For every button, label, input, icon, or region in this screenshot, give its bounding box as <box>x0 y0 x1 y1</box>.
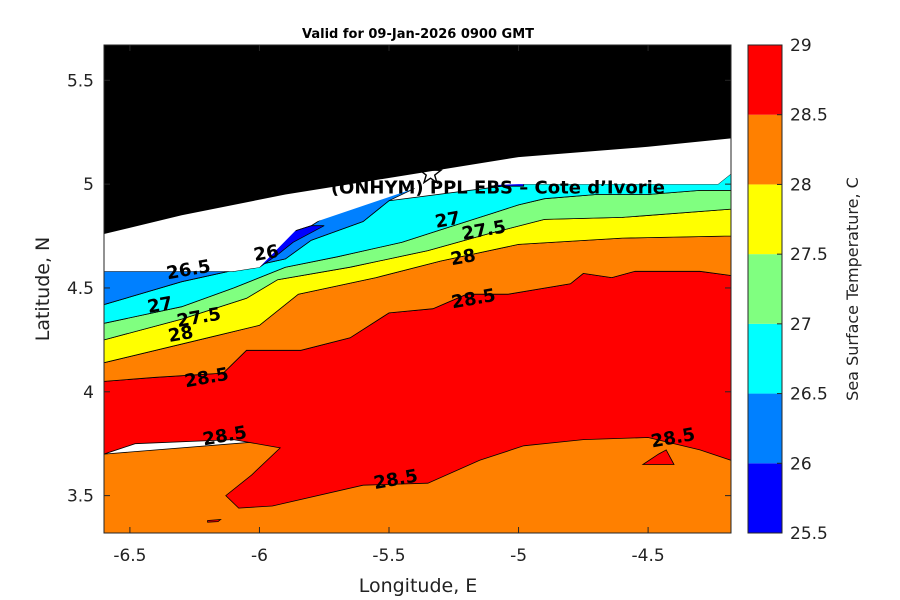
contour-label: 26 <box>252 241 280 266</box>
colorbar-tick-label: 28 <box>790 175 812 195</box>
contour-label: 27 <box>146 293 174 318</box>
star-icon <box>418 160 443 185</box>
x-tick-label: -4.5 <box>632 546 665 566</box>
colorbar-frame <box>747 44 783 534</box>
colorbar-band <box>748 184 782 255</box>
x-axis-ticks: -6.5 -6 -5.5 -5 -4.5 <box>113 45 665 566</box>
y-tick-label: 5.5 <box>67 71 94 91</box>
contour-region-no-data-strip <box>104 167 731 272</box>
x-tick-label: -5 <box>510 546 527 566</box>
contour-label: 28 <box>167 322 195 347</box>
x-tick-label: -5.5 <box>372 546 405 566</box>
chart-title: Valid for 09-Jan-2026 0900 GMT <box>302 27 534 42</box>
sst-filled-contours <box>104 45 731 533</box>
contour-region-land <box>104 45 731 234</box>
colorbar: 25.5 26 26.5 27 27.5 28 28.5 29 <box>747 36 828 544</box>
colorbar-tick-label: 25.5 <box>790 524 828 544</box>
contour-region-band-28.5-29-east-spot <box>641 449 675 465</box>
y-axis-label: Latitude, N <box>32 237 54 342</box>
colorbar-tick-label: 26.5 <box>790 385 828 405</box>
colorbar-band <box>748 114 782 185</box>
plot-frame <box>103 44 732 534</box>
site-label: (ONHYM) PPL EBS – Cote d’Ivorie <box>331 178 665 199</box>
x-tick-label: -6 <box>251 546 268 566</box>
colorbar-label: Sea Surface Temperature, C <box>843 177 862 401</box>
colorbar-tick-label: 27 <box>790 315 812 335</box>
colorbar-tick-label: 26 <box>790 454 812 474</box>
y-tick-label: 3.5 <box>67 487 94 507</box>
y-tick-label: 4.5 <box>67 279 94 299</box>
colorbar-tick-label: 27.5 <box>790 245 828 265</box>
colorbar-band <box>748 254 782 324</box>
contour-label: 27 <box>433 208 461 233</box>
colorbar-band <box>748 393 782 464</box>
y-tick-label: 4 <box>83 383 94 403</box>
colorbar-tick-label: 29 <box>790 36 812 56</box>
site-marker: (ONHYM) PPL EBS – Cote d’Ivorie <box>331 160 665 199</box>
contour-label: 28 <box>449 245 477 270</box>
colorbar-band <box>748 45 782 115</box>
y-tick-label: 5 <box>83 175 94 195</box>
colorbar-band <box>748 463 782 533</box>
y-axis-ticks: 3.5 4 4.5 5 5.5 <box>67 71 731 507</box>
colorbar-band <box>748 323 782 394</box>
colorbar-tick-label: 28.5 <box>790 106 828 126</box>
contour-region-band-28.5-29-west-spot <box>207 519 222 523</box>
x-tick-label: -6.5 <box>113 546 146 566</box>
x-axis-label: Longitude, E <box>359 575 478 597</box>
